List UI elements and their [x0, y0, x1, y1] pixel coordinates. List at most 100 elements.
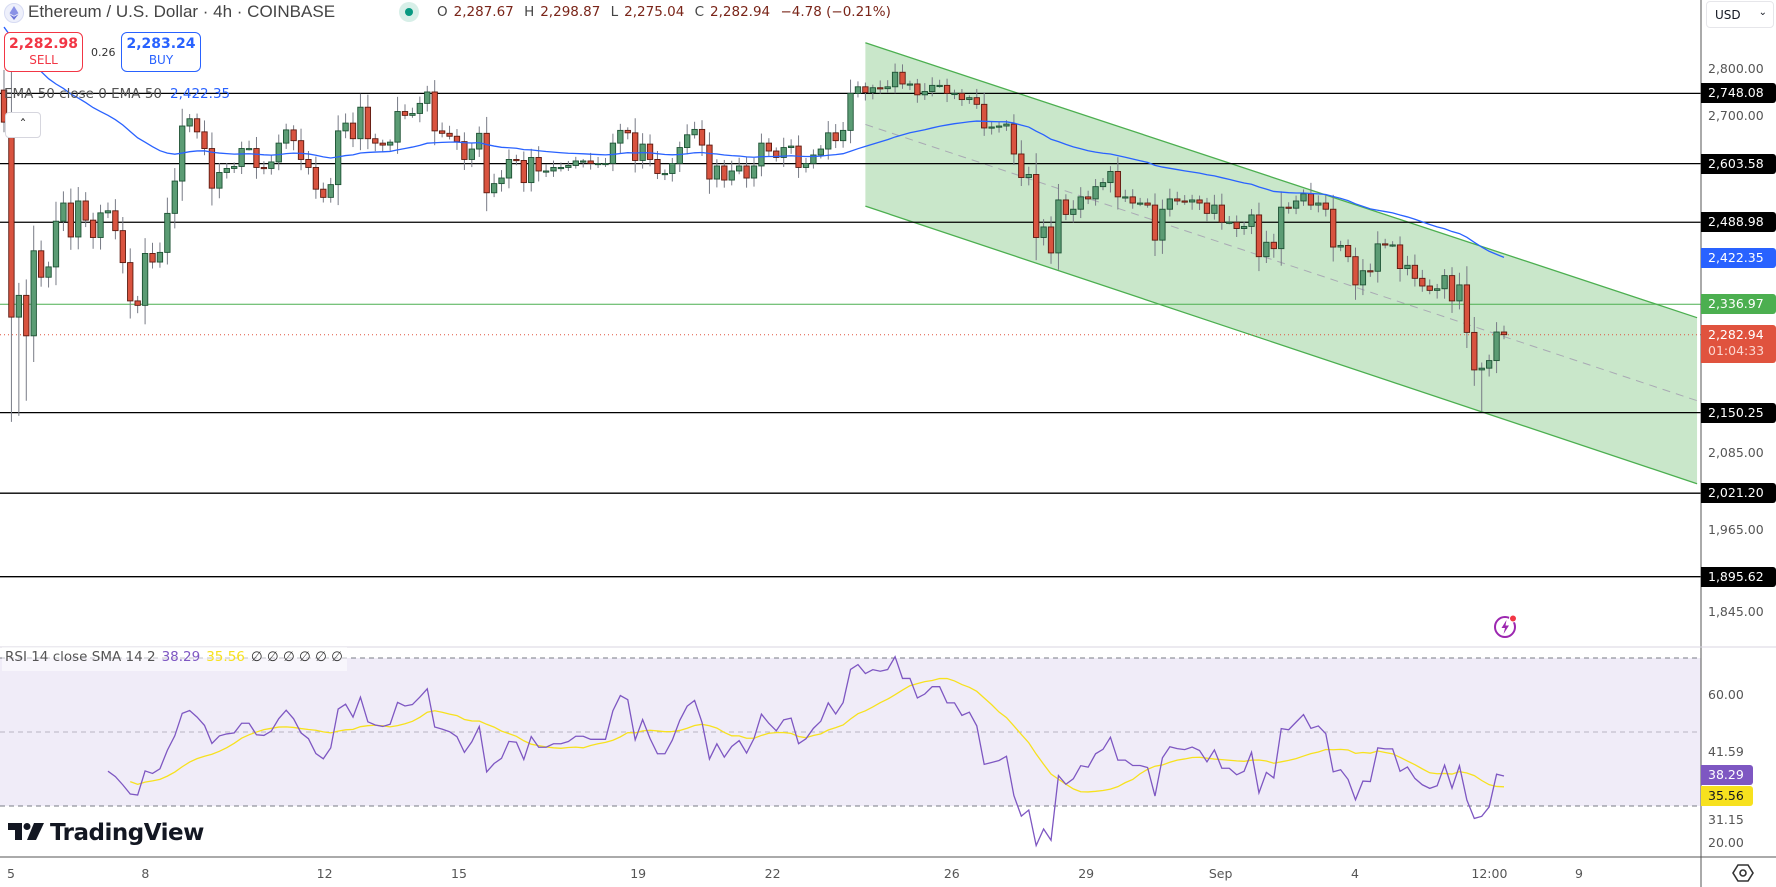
candle-body	[1359, 270, 1367, 286]
candle-body	[104, 210, 112, 214]
candle-body	[1411, 264, 1419, 279]
candle-body	[676, 147, 683, 164]
time-axis-label: 12:00	[1471, 866, 1508, 881]
candle	[676, 141, 683, 172]
candle-body	[97, 212, 104, 238]
candle	[1374, 231, 1381, 283]
candle	[706, 132, 713, 194]
candle	[1226, 215, 1233, 225]
candle-body	[661, 173, 669, 176]
candle-body	[231, 166, 238, 169]
collapse-legend-button[interactable]: ˆ	[5, 112, 41, 138]
time-axis-label: 22	[764, 866, 781, 881]
candle-body	[201, 131, 208, 149]
currency-dropdown[interactable]: USD ⌄	[1706, 1, 1774, 28]
candle	[602, 157, 609, 167]
market-status-icon[interactable]	[399, 2, 419, 22]
candle-body	[1240, 225, 1248, 229]
candle	[854, 81, 862, 98]
candle-body	[1263, 241, 1270, 258]
candle-body	[1478, 367, 1485, 371]
candle-body	[780, 147, 787, 158]
candle	[416, 96, 423, 123]
candle-body	[684, 134, 691, 149]
ema-legend[interactable]: EMA 50 close 0 EMA 50 2,422.35	[4, 86, 230, 102]
settings-gear-icon[interactable]	[1732, 862, 1754, 884]
rsi-legend[interactable]: RSI 14 close SMA 14 2 38.29 35.56 ∅ ∅ ∅ ∅ ∅…	[2, 647, 347, 671]
candle-body	[37, 250, 45, 278]
candle-body	[238, 148, 245, 167]
candle	[914, 78, 921, 103]
candle-body	[943, 84, 951, 94]
candle	[1500, 325, 1508, 340]
candle-body	[141, 253, 149, 306]
candle	[364, 94, 372, 150]
buy-button[interactable]: 2,283.24 BUY	[121, 32, 201, 72]
candle-body	[810, 154, 817, 164]
bar-countdown: 01:04:33	[1708, 342, 1765, 358]
time-axis-label: 5	[7, 866, 15, 881]
candle	[75, 187, 82, 250]
candle	[810, 149, 817, 169]
sell-button[interactable]: 2,282.98 SELL	[4, 32, 83, 72]
candle	[1099, 178, 1107, 191]
candle	[1478, 362, 1485, 412]
candle-body	[119, 230, 126, 264]
candle	[312, 156, 320, 199]
candle-body	[1382, 243, 1389, 246]
rsi-line	[107, 655, 1505, 848]
candle-body	[646, 143, 654, 160]
candle-body	[520, 160, 527, 184]
candle-body	[416, 102, 423, 114]
candle-body	[1144, 202, 1151, 206]
candle	[973, 88, 980, 109]
time-axis-label: Sep	[1208, 866, 1233, 881]
candle-body	[60, 202, 67, 222]
candle-body	[1159, 208, 1166, 241]
time-axis-label: 12	[316, 866, 333, 881]
price-axis-label: 2,800.00	[1708, 61, 1764, 76]
candle	[208, 132, 216, 206]
candle	[728, 160, 735, 186]
candle-body	[1047, 226, 1055, 254]
candle-body	[1367, 270, 1374, 273]
chevron-down-icon: ⌄	[1758, 7, 1767, 18]
tradingview-logo[interactable]: TradingView	[8, 820, 204, 846]
candle-body	[1092, 186, 1099, 200]
candle-body	[869, 87, 876, 93]
candle	[1389, 241, 1396, 248]
candle	[542, 163, 550, 178]
candle-body	[1070, 208, 1077, 215]
candle-body	[312, 167, 320, 190]
candle-body	[1396, 244, 1404, 269]
candle	[186, 114, 193, 133]
candle-body	[297, 140, 305, 160]
candle-body	[127, 262, 134, 302]
candle-body	[89, 219, 97, 238]
candle	[1211, 194, 1218, 220]
symbol-title[interactable]: Ethereum / U.S. Dollar · 4h · COINBASE	[28, 2, 336, 21]
candle-body	[1500, 331, 1508, 336]
candle	[988, 121, 995, 135]
candle	[1085, 190, 1092, 205]
rsi-value-badge: 38.29	[1701, 765, 1753, 785]
level-price-badge: 2,748.08	[1701, 83, 1776, 104]
candle	[535, 146, 542, 182]
candle-body	[1025, 174, 1032, 178]
candle	[223, 162, 230, 179]
candle	[995, 121, 1003, 133]
candle	[1292, 195, 1300, 215]
candle-body	[1188, 199, 1196, 203]
candle	[268, 155, 275, 175]
candle-body	[283, 129, 290, 144]
candle-body	[186, 118, 193, 127]
candle	[1270, 233, 1277, 258]
price-axis-label: 2,700.00	[1708, 108, 1764, 124]
candle	[1448, 267, 1456, 313]
candle	[646, 134, 654, 167]
candle-body	[1136, 202, 1144, 205]
candle-body	[468, 148, 475, 160]
lightning-alert-icon[interactable]	[1493, 613, 1519, 639]
candle	[379, 139, 386, 152]
